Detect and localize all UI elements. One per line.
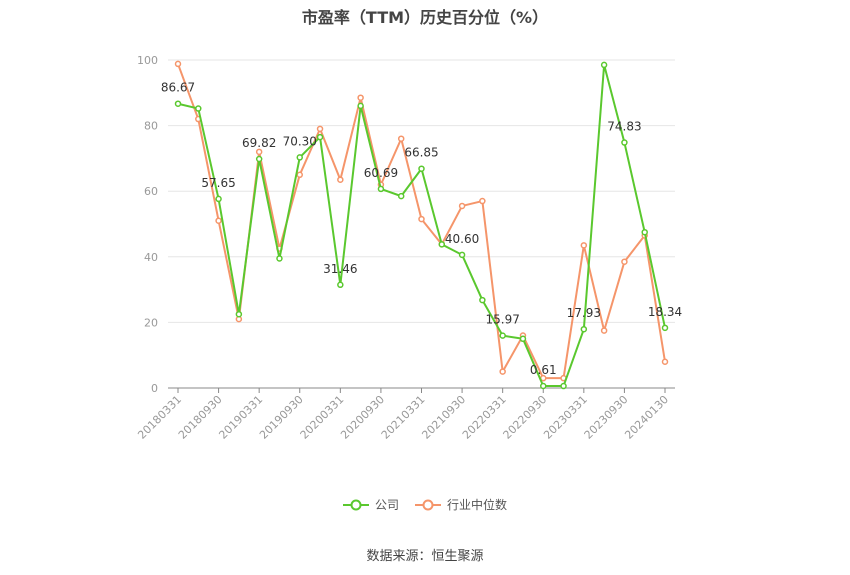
y-tick-label: 80 [144,120,158,133]
data-point-industry-median [174,60,182,68]
data-point-industry-median [397,135,405,142]
y-tick-label: 0 [151,382,158,395]
data-point-company [540,382,547,390]
x-tick-label: 20240130 [622,393,671,442]
data-label: 31.46 [323,262,357,276]
data-label: 17.93 [567,306,601,320]
axes: 0204060801002018033120180930201903312019… [135,54,675,442]
series-lines [174,60,669,390]
data-point-company [479,296,486,304]
data-point-company [580,325,588,333]
data-label: 57.65 [201,176,235,190]
data-label: 66.85 [404,146,438,160]
data-point-company [195,105,202,112]
data-label: 60.69 [364,166,398,180]
legend: 公司 行业中位数 [0,496,850,513]
data-point-company [174,100,182,107]
data-point-company [397,192,405,200]
data-point-industry-median [296,171,303,179]
data-point-industry-median [479,197,486,205]
data-point-company [641,228,648,236]
data-point-company [357,102,364,110]
data-label: 69.82 [242,136,276,150]
data-point-company [215,195,222,203]
data-point-company [296,154,303,161]
data-point-industry-median [255,148,263,156]
data-label: 86.67 [161,81,195,95]
legend-swatch-company-icon [342,499,369,510]
data-point-company [519,335,527,343]
y-tick-label: 100 [137,54,158,67]
data-point-industry-median [661,358,669,366]
data-point-industry-median [580,242,588,249]
data-label: 18.34 [648,305,682,319]
y-tick-label: 60 [144,185,158,198]
data-label: 40.60 [445,232,479,246]
y-tick-label: 40 [144,251,158,264]
data-point-industry-median [621,258,628,265]
data-point-industry-median [215,217,222,224]
data-label: 15.97 [485,313,519,327]
legend-swatch-industry-icon [415,499,441,510]
series-line-company [177,63,666,388]
legend-item-company[interactable]: 公司 [342,496,399,513]
legend-label-company: 公司 [374,498,399,512]
data-point-industry-median [600,327,608,334]
data-point-company [458,251,466,259]
data-label: 74.83 [607,120,641,134]
data-point-company [661,324,669,332]
data-point-company [621,139,628,146]
data-point-industry-median [458,202,466,210]
data-point-company [499,332,506,339]
data-point-company [377,185,385,193]
legend-item-industry-median[interactable]: 行业中位数 [415,496,507,513]
data-point-company [255,155,263,163]
chart-title: 市盈率（TTM）历史百分位（%） [301,8,549,27]
data-point-company [600,61,608,69]
data-point-industry-median [337,176,344,183]
data-point-company [438,241,446,248]
data-point-company [337,281,344,289]
data-point-company [276,255,283,262]
data-point-company [316,133,324,141]
data-point-industry-median [418,215,425,223]
data-point-company [418,165,425,172]
grid-lines [168,59,675,323]
data-point-industry-median [357,94,364,101]
data-labels: 86.67 57.65 69.82 70.30 31.46 60.69 66.85 40.60… [161,81,682,377]
data-source-note: 数据来源：恒生聚源 [366,549,484,564]
data-point-company [560,382,567,390]
y-tick-label: 20 [144,316,158,329]
legend-label-industry-median: 行业中位数 [447,498,508,512]
data-label: 0.61 [530,363,557,377]
data-label: 70.30 [283,134,317,148]
data-point-company [235,310,243,318]
data-point-industry-median [316,125,324,133]
data-point-industry-median [499,368,506,375]
